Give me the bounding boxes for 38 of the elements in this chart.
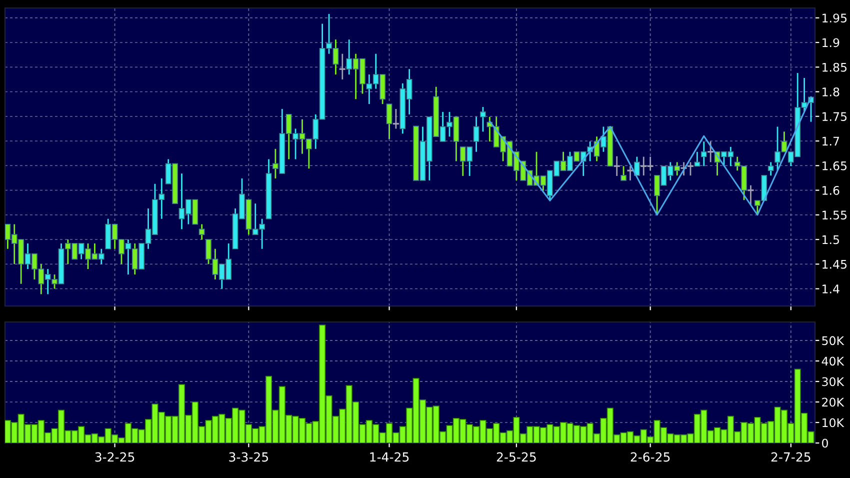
candlestick	[634, 156, 640, 176]
candlestick	[768, 161, 774, 176]
y-tick-label: 1.8	[822, 87, 840, 96]
candlestick	[392, 108, 400, 130]
y-tick-label: 1.4	[822, 284, 840, 294]
y-tick-label: 1.55	[822, 210, 847, 220]
y-tick-label: 30K	[822, 377, 844, 386]
candlestick	[620, 165, 626, 182]
y-tick-label: 1.95	[822, 14, 847, 23]
x-tick-label: 2-6-25	[630, 452, 670, 462]
y-tick-label: 1.6	[822, 186, 840, 195]
y-tick-label: 50K	[822, 336, 844, 346]
y-tick-label: 1.65	[822, 161, 847, 170]
x-tick-label: 3-3-25	[229, 452, 268, 462]
candlestick	[473, 116, 480, 153]
candlestick	[694, 151, 700, 167]
y-tick-label: 1.9	[822, 38, 840, 48]
candlestick	[338, 53, 346, 80]
y-tick-label: 1.75	[822, 112, 847, 122]
y-tick-label: 1.5	[822, 235, 839, 244]
candlestick	[480, 106, 486, 132]
x-tick-label: 3-2-25	[95, 452, 134, 462]
y-tick-label: 1.85	[822, 62, 847, 72]
candlestick	[706, 140, 714, 163]
y-tick-label: 1.7	[822, 136, 840, 146]
y-tick-label: 1.45	[822, 260, 847, 269]
y-tick-label: 10K	[822, 418, 844, 428]
x-tick-label: 2-7-25	[771, 452, 810, 462]
candlestick	[613, 156, 621, 177]
candlestick	[686, 161, 694, 176]
y-tick-label: 20K	[822, 398, 844, 407]
candlestick	[198, 224, 205, 240]
y-tick-label: 40K	[822, 356, 844, 366]
candlestick	[386, 103, 392, 140]
x-tick-label: 2-5-25	[496, 452, 536, 462]
y-tick-label: 0	[822, 438, 828, 448]
x-tick-label: 1-4-25	[370, 452, 409, 462]
candlestick	[700, 140, 707, 167]
